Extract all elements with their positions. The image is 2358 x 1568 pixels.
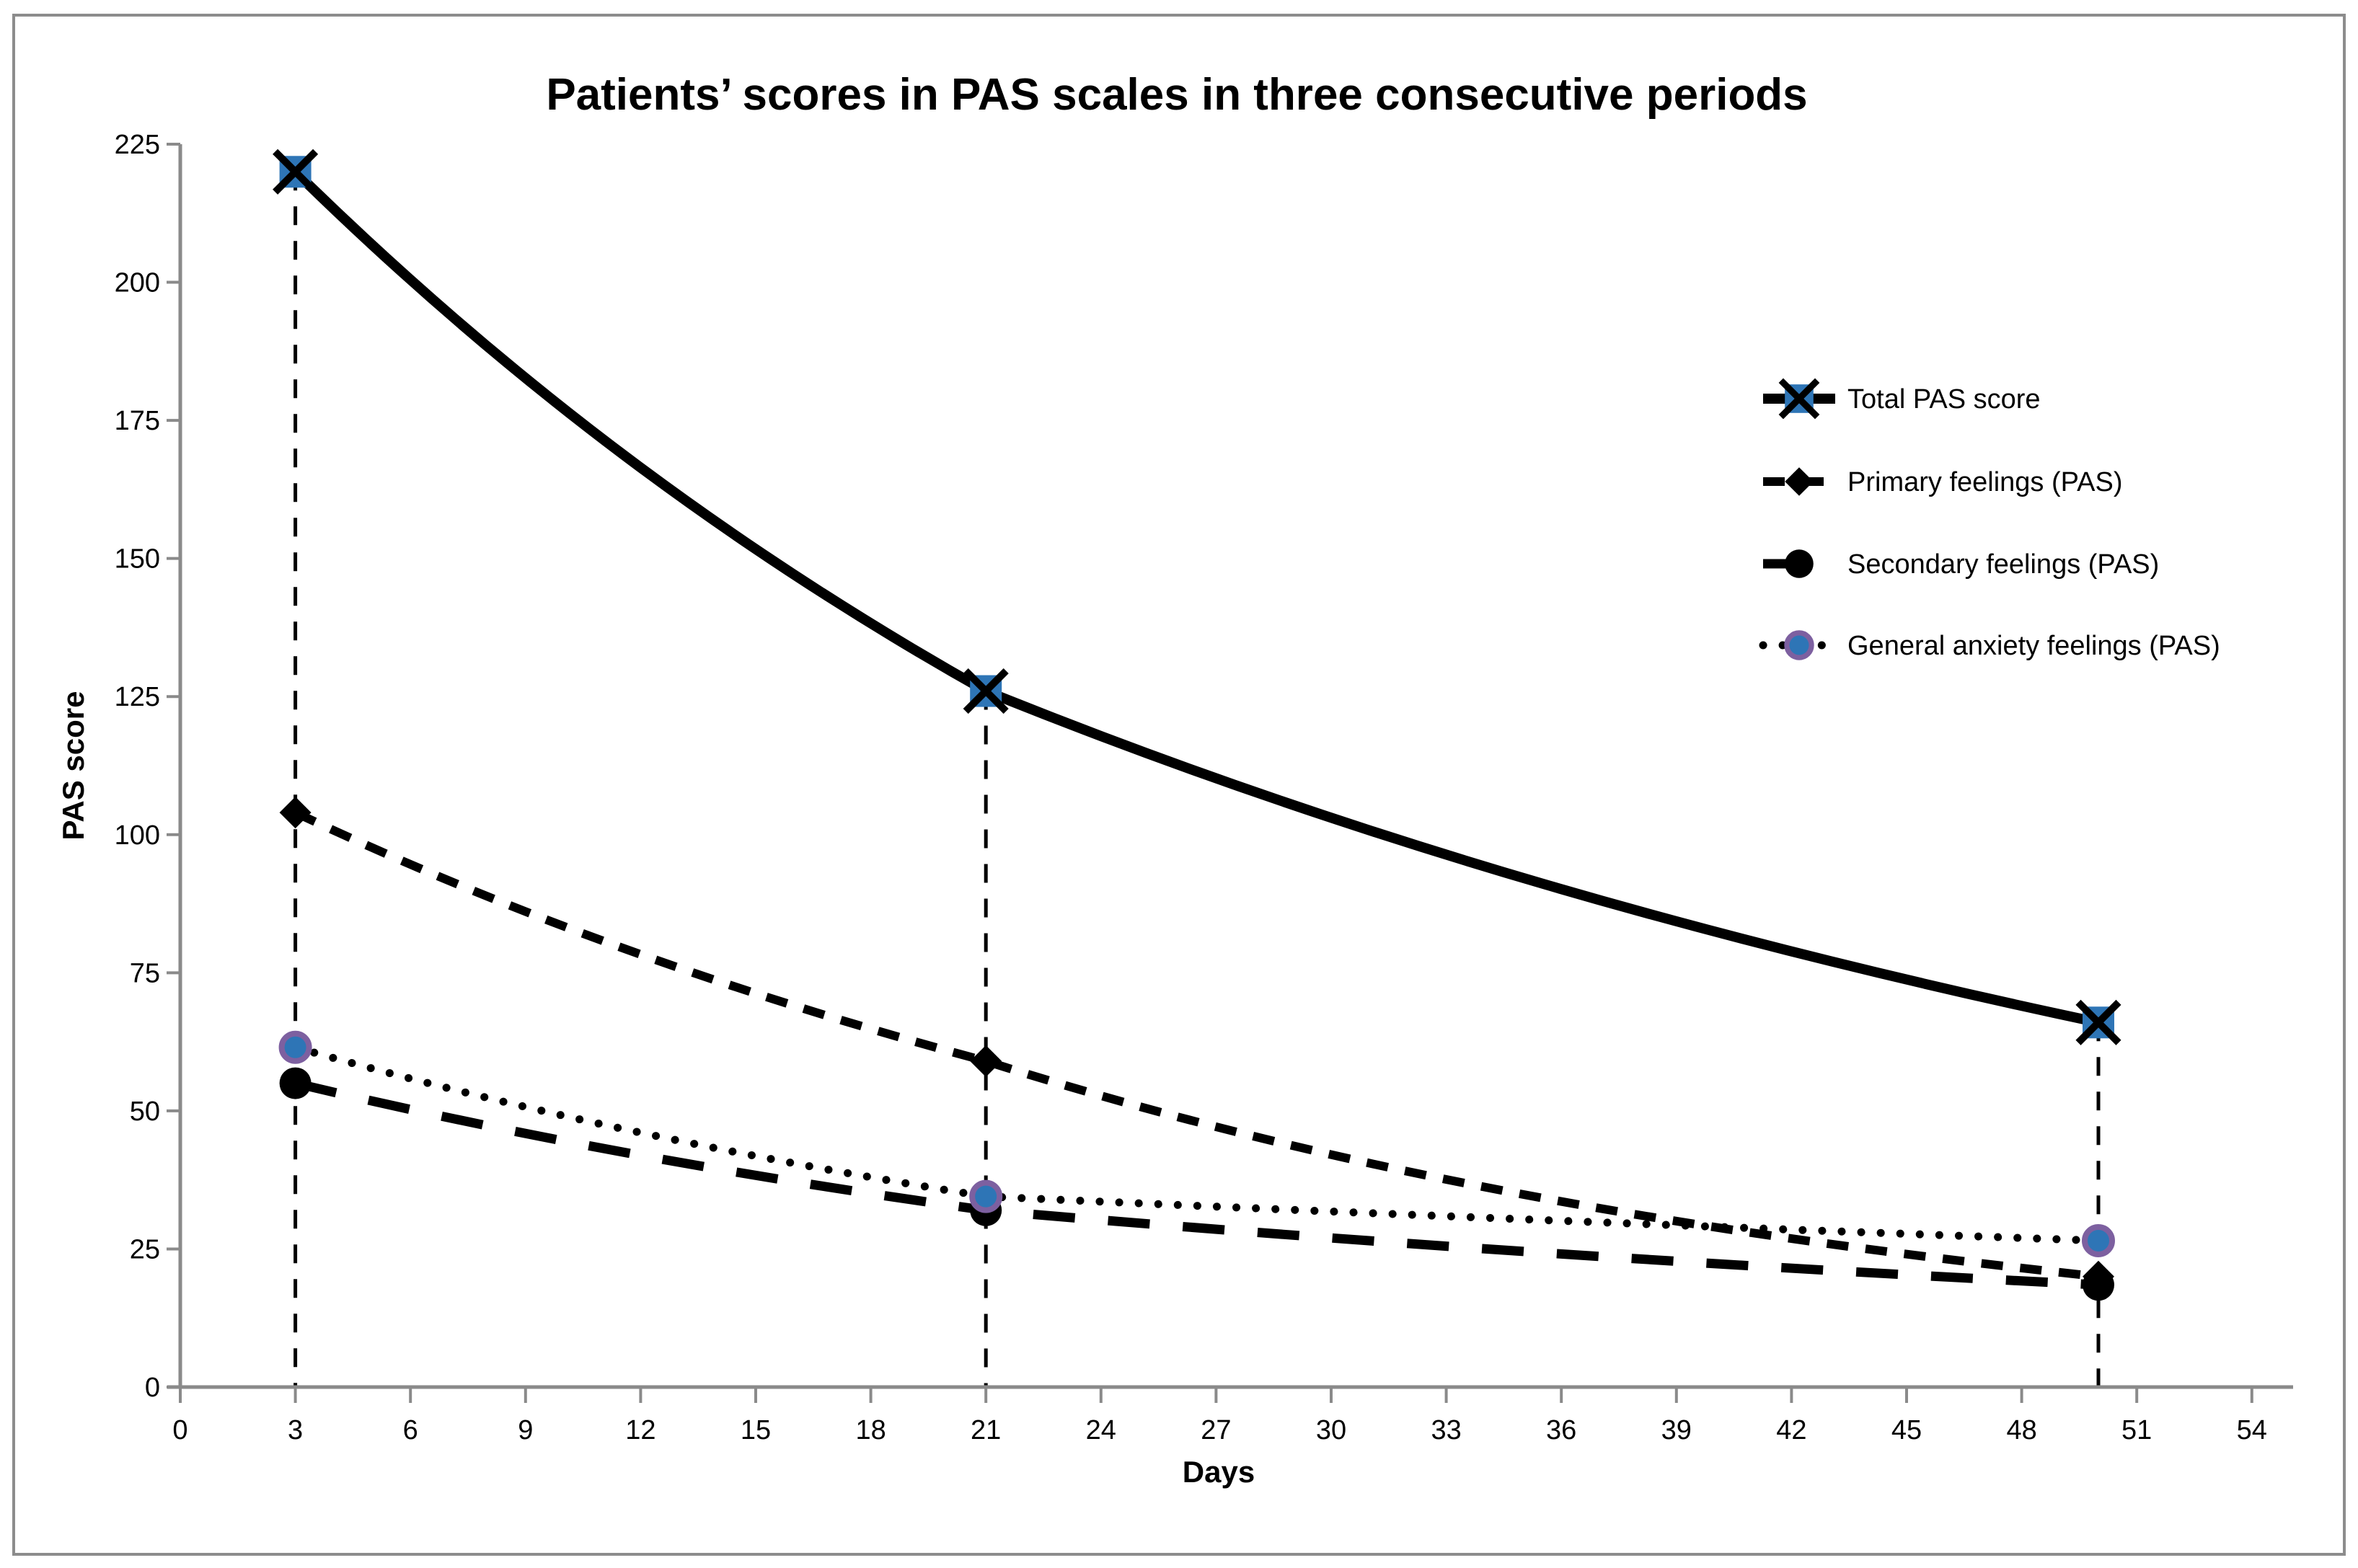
marker-secondary-feelings-pas-circle <box>2083 1269 2114 1301</box>
marker-total-pas-score-x-stroke <box>963 668 1009 714</box>
marker-secondary-feelings-pas <box>279 1067 312 1099</box>
marker-total-pas-score <box>273 149 319 195</box>
marker-general-anxiety-feelings-pas-ring-circle <box>278 1030 312 1064</box>
y-tick-label: 175 <box>115 406 160 436</box>
x-tick-label: 42 <box>1776 1415 1806 1445</box>
y-tick-label: 75 <box>130 958 160 988</box>
legend-marker-primary-feelings-pas <box>1785 467 1814 496</box>
y-tick-label: 225 <box>115 130 160 160</box>
x-tick-label: 18 <box>855 1415 886 1445</box>
figure-border <box>12 14 2346 1556</box>
x-tick-label: 51 <box>2121 1415 2152 1445</box>
y-tick-label: 150 <box>115 544 160 575</box>
marker-total-pas-score <box>2075 999 2121 1045</box>
x-tick-label: 27 <box>1201 1415 1231 1445</box>
series-lines <box>291 168 2103 1290</box>
legend-label-primary-feelings-pas: Primary feelings (PAS) <box>1847 467 2123 497</box>
x-tick-label: 12 <box>625 1415 655 1445</box>
x-tick-label: 36 <box>1546 1415 1576 1445</box>
marker-secondary-feelings-pas-circle <box>279 1067 312 1099</box>
marker-total-pas-score-x-stroke <box>2075 999 2121 1045</box>
marker-primary-feelings-pas <box>970 1045 1002 1077</box>
series-line-secondary-feelings-pas <box>294 1078 2099 1290</box>
y-tick-label: 200 <box>115 268 160 298</box>
y-tick-label: 25 <box>130 1234 160 1264</box>
legend-marker-secondary-feelings-pas <box>1785 549 1814 578</box>
marker-primary-feelings-pas-diamond <box>970 1045 1002 1077</box>
x-tick-label: 21 <box>971 1415 1001 1445</box>
series-line-primary-feelings-pas <box>293 808 2099 1281</box>
marker-secondary-feelings-pas <box>2083 1269 2114 1301</box>
series-line-total-pas-score <box>291 168 2100 1028</box>
marker-total-pas-score <box>963 668 1009 714</box>
legend-marker-general-anxiety-feelings-pas <box>1784 630 1814 660</box>
legend-item-general-anxiety-feelings-pas: General anxiety feelings (PAS) <box>1759 630 2220 661</box>
legend-marker-total-pas-score-x-stroke <box>1778 378 1820 420</box>
marker-primary-feelings-pas <box>279 797 312 829</box>
y-tick-label: 50 <box>130 1097 160 1127</box>
x-tick-label: 48 <box>2006 1415 2036 1445</box>
x-tick-label: 30 <box>1316 1415 1346 1445</box>
y-tick-label: 125 <box>115 682 160 712</box>
x-tick-label: 3 <box>288 1415 303 1445</box>
x-tick-label: 54 <box>2237 1415 2267 1445</box>
marker-general-anxiety-feelings-pas-ring-circle <box>2082 1223 2115 1257</box>
x-axis-title: Days <box>1183 1455 1255 1489</box>
marker-general-anxiety-feelings-pas <box>278 1030 312 1064</box>
chart-title: Patients’ scores in PAS scales in three … <box>546 70 1807 120</box>
x-tick-label: 39 <box>1661 1415 1692 1445</box>
x-tick-label: 33 <box>1431 1415 1461 1445</box>
legend-marker-general-anxiety-feelings-pas-ring-circle <box>1784 630 1814 660</box>
x-tick-label: 6 <box>403 1415 418 1445</box>
guide-lines <box>293 172 2101 1387</box>
y-tick-label: 100 <box>115 820 160 851</box>
marker-general-anxiety-feelings-pas-ring-circle <box>969 1179 1003 1213</box>
legend-marker-total-pas-score <box>1778 378 1820 420</box>
x-tick-label: 45 <box>1891 1415 1922 1445</box>
legend-item-primary-feelings-pas: Primary feelings (PAS) <box>1763 467 2123 497</box>
y-axis-title: PAS score <box>56 691 90 841</box>
x-tick-label: 9 <box>518 1415 533 1445</box>
legend-marker-primary-feelings-pas-diamond <box>1785 467 1814 496</box>
marker-total-pas-score-x-stroke <box>273 149 319 195</box>
marker-primary-feelings-pas-diamond <box>279 797 312 829</box>
marker-general-anxiety-feelings-pas <box>969 1179 1003 1213</box>
x-tick-label: 15 <box>741 1415 771 1445</box>
legend-label-secondary-feelings-pas: Secondary feelings (PAS) <box>1847 549 2159 580</box>
legend-item-total-pas-score: Total PAS score <box>1763 378 2041 420</box>
legend-label-total-pas-score: Total PAS score <box>1847 384 2041 415</box>
y-tick-label: 0 <box>145 1373 160 1403</box>
x-tick-label: 0 <box>172 1415 187 1445</box>
series-markers <box>273 149 2121 1301</box>
legend: Total PAS score Primary feelings (PAS) Sec… <box>1759 378 2220 661</box>
legend-item-secondary-feelings-pas: Secondary feelings (PAS) <box>1763 549 2159 580</box>
legend-label-general-anxiety-feelings-pas: General anxiety feelings (PAS) <box>1847 631 2220 661</box>
series-line-general-anxiety-feelings-pas <box>291 1043 2103 1245</box>
x-tick-label: 24 <box>1086 1415 1116 1445</box>
marker-general-anxiety-feelings-pas <box>2082 1223 2115 1257</box>
legend-marker-secondary-feelings-pas-circle <box>1785 549 1814 578</box>
